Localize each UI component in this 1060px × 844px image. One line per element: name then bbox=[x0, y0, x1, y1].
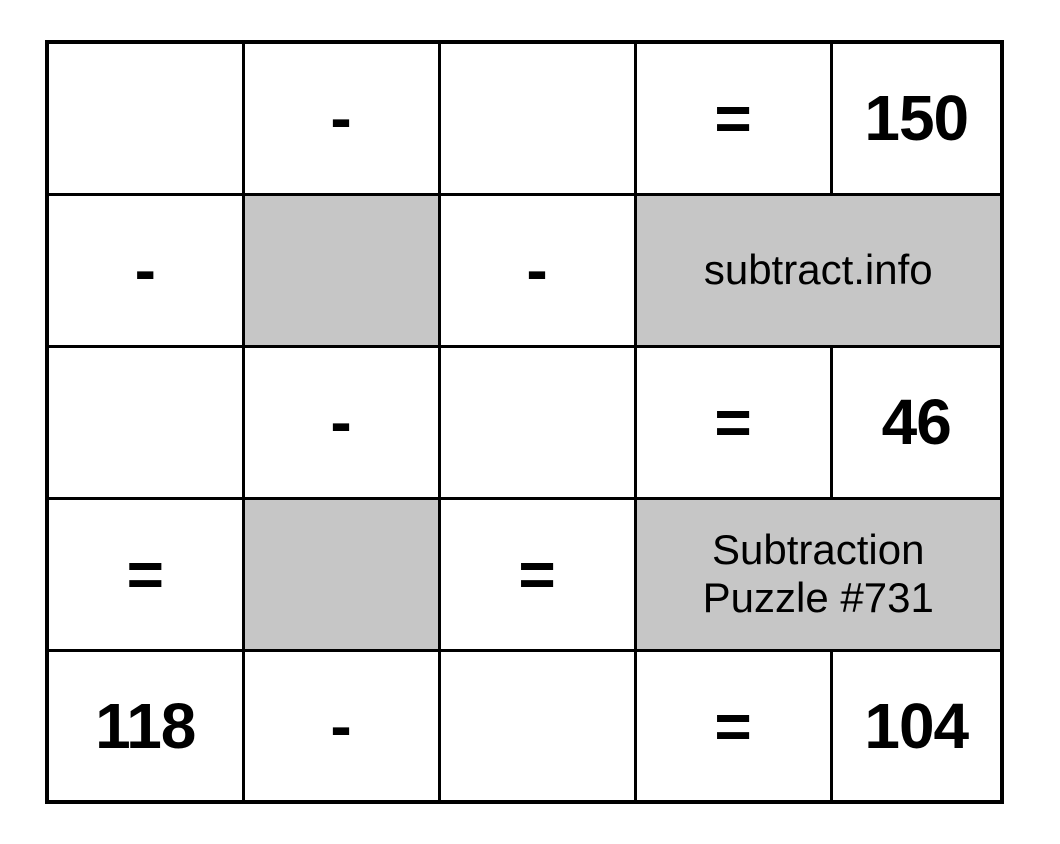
equals-sign: = bbox=[127, 538, 164, 610]
operator-cell: = bbox=[635, 346, 831, 498]
result-cell: 46 bbox=[831, 346, 1002, 498]
operator-cell: = bbox=[439, 498, 635, 650]
blank-cell bbox=[439, 42, 635, 194]
minus-sign: - bbox=[135, 234, 156, 306]
shaded-cell bbox=[243, 194, 439, 346]
row3-result: 46 bbox=[882, 386, 951, 458]
blank-cell bbox=[47, 42, 243, 194]
operator-cell: = bbox=[635, 42, 831, 194]
minus-sign: - bbox=[526, 234, 547, 306]
row1-result: 150 bbox=[864, 82, 968, 154]
subtraction-puzzle-grid: - = 150 - - subtract.info - = 46 = = Sub… bbox=[45, 40, 1004, 804]
minus-sign: - bbox=[330, 690, 351, 762]
equals-sign: = bbox=[714, 690, 751, 762]
row5-col1: 118 bbox=[95, 690, 195, 762]
info-cell: subtract.info bbox=[635, 194, 1002, 346]
info-cell: Subtraction Puzzle #731 bbox=[635, 498, 1002, 650]
row5-result: 104 bbox=[864, 690, 968, 762]
operator-cell: = bbox=[47, 498, 243, 650]
operator-cell: - bbox=[439, 194, 635, 346]
table-row: 118 - = 104 bbox=[47, 650, 1002, 802]
table-row: - = 46 bbox=[47, 346, 1002, 498]
table-row: - = 150 bbox=[47, 42, 1002, 194]
blank-cell bbox=[439, 650, 635, 802]
blank-cell bbox=[439, 346, 635, 498]
equals-sign: = bbox=[714, 386, 751, 458]
operator-cell: = bbox=[635, 650, 831, 802]
result-cell: 104 bbox=[831, 650, 1002, 802]
result-cell: 150 bbox=[831, 42, 1002, 194]
operator-cell: - bbox=[47, 194, 243, 346]
table-row: = = Subtraction Puzzle #731 bbox=[47, 498, 1002, 650]
equals-sign: = bbox=[714, 82, 751, 154]
value-cell: 118 bbox=[47, 650, 243, 802]
table-row: - - subtract.info bbox=[47, 194, 1002, 346]
minus-sign: - bbox=[330, 82, 351, 154]
puzzle-title: Subtraction Puzzle #731 bbox=[703, 526, 934, 621]
operator-cell: - bbox=[243, 42, 439, 194]
shaded-cell bbox=[243, 498, 439, 650]
minus-sign: - bbox=[330, 386, 351, 458]
operator-cell: - bbox=[243, 346, 439, 498]
site-name: subtract.info bbox=[704, 246, 933, 293]
equals-sign: = bbox=[518, 538, 555, 610]
blank-cell bbox=[47, 346, 243, 498]
operator-cell: - bbox=[243, 650, 439, 802]
